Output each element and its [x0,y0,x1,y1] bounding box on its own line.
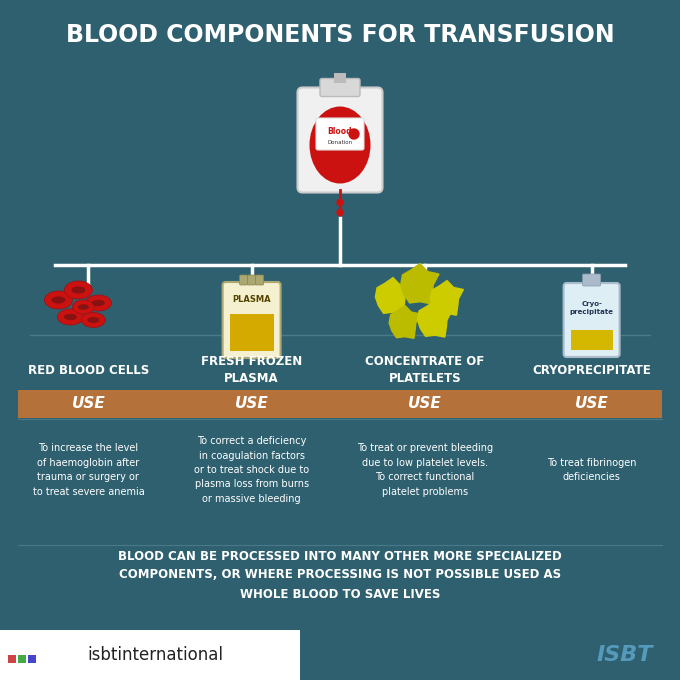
Text: To correct a deficiency
in coagulation factors
or to treat shock due to
plasma l: To correct a deficiency in coagulation f… [194,436,309,504]
FancyBboxPatch shape [228,292,275,313]
Text: isbtinternational: isbtinternational [87,646,223,664]
Ellipse shape [309,107,371,184]
Circle shape [337,209,343,216]
Ellipse shape [71,286,86,294]
Ellipse shape [82,313,105,328]
Text: PLASMA: PLASMA [233,295,271,304]
Text: CRYOPRECIPITATE: CRYOPRECIPITATE [532,364,651,377]
FancyBboxPatch shape [248,275,256,285]
FancyBboxPatch shape [571,330,613,350]
Text: USE: USE [71,396,105,411]
FancyBboxPatch shape [18,390,662,418]
FancyBboxPatch shape [28,655,36,663]
Ellipse shape [52,296,65,303]
Polygon shape [389,305,420,339]
Polygon shape [418,301,452,337]
FancyBboxPatch shape [256,275,264,285]
Text: Donation: Donation [328,139,352,145]
FancyBboxPatch shape [8,655,16,663]
Text: RED BLOOD CELLS: RED BLOOD CELLS [28,364,149,377]
FancyBboxPatch shape [316,118,364,150]
Circle shape [349,129,359,139]
FancyBboxPatch shape [18,655,26,663]
Polygon shape [430,281,463,316]
Text: Blood: Blood [328,128,352,137]
Text: USE: USE [575,396,609,411]
Text: To treat fibrinogen
deficiencies: To treat fibrinogen deficiencies [547,458,636,482]
Ellipse shape [57,309,84,325]
Ellipse shape [78,304,89,310]
FancyBboxPatch shape [298,88,382,192]
Polygon shape [401,264,439,304]
Text: Cryo-
precipitate: Cryo- precipitate [570,301,613,315]
FancyBboxPatch shape [334,73,346,82]
Text: BLOOD CAN BE PROCESSED INTO MANY OTHER MORE SPECIALIZED
COMPONENTS, OR WHERE PRO: BLOOD CAN BE PROCESSED INTO MANY OTHER M… [118,549,562,600]
Ellipse shape [44,291,72,309]
FancyBboxPatch shape [230,313,273,351]
Text: To increase the level
of haemoglobin after
trauma or surgery or
to treat severe : To increase the level of haemoglobin aft… [33,443,144,496]
FancyBboxPatch shape [0,630,300,680]
Text: To treat or prevent bleeding
due to low platelet levels.
To correct functional
p: To treat or prevent bleeding due to low … [357,443,493,496]
Ellipse shape [92,300,105,306]
Circle shape [337,199,343,205]
FancyBboxPatch shape [583,274,600,286]
Ellipse shape [64,313,77,320]
Text: CONCENTRATE OF
PLATELETS: CONCENTRATE OF PLATELETS [365,355,485,385]
Ellipse shape [86,295,112,311]
FancyBboxPatch shape [239,275,248,285]
Text: USE: USE [408,396,442,411]
Ellipse shape [65,281,92,299]
Text: ISBT: ISBT [597,645,653,665]
Text: USE: USE [235,396,269,411]
Text: BLOOD COMPONENTS FOR TRANSFUSION: BLOOD COMPONENTS FOR TRANSFUSION [66,23,614,47]
FancyBboxPatch shape [222,282,281,358]
Polygon shape [375,277,410,314]
FancyBboxPatch shape [320,78,360,97]
FancyBboxPatch shape [564,283,619,357]
Text: FRESH FROZEN
PLASMA: FRESH FROZEN PLASMA [201,355,302,385]
Ellipse shape [72,300,95,314]
Ellipse shape [88,317,99,323]
